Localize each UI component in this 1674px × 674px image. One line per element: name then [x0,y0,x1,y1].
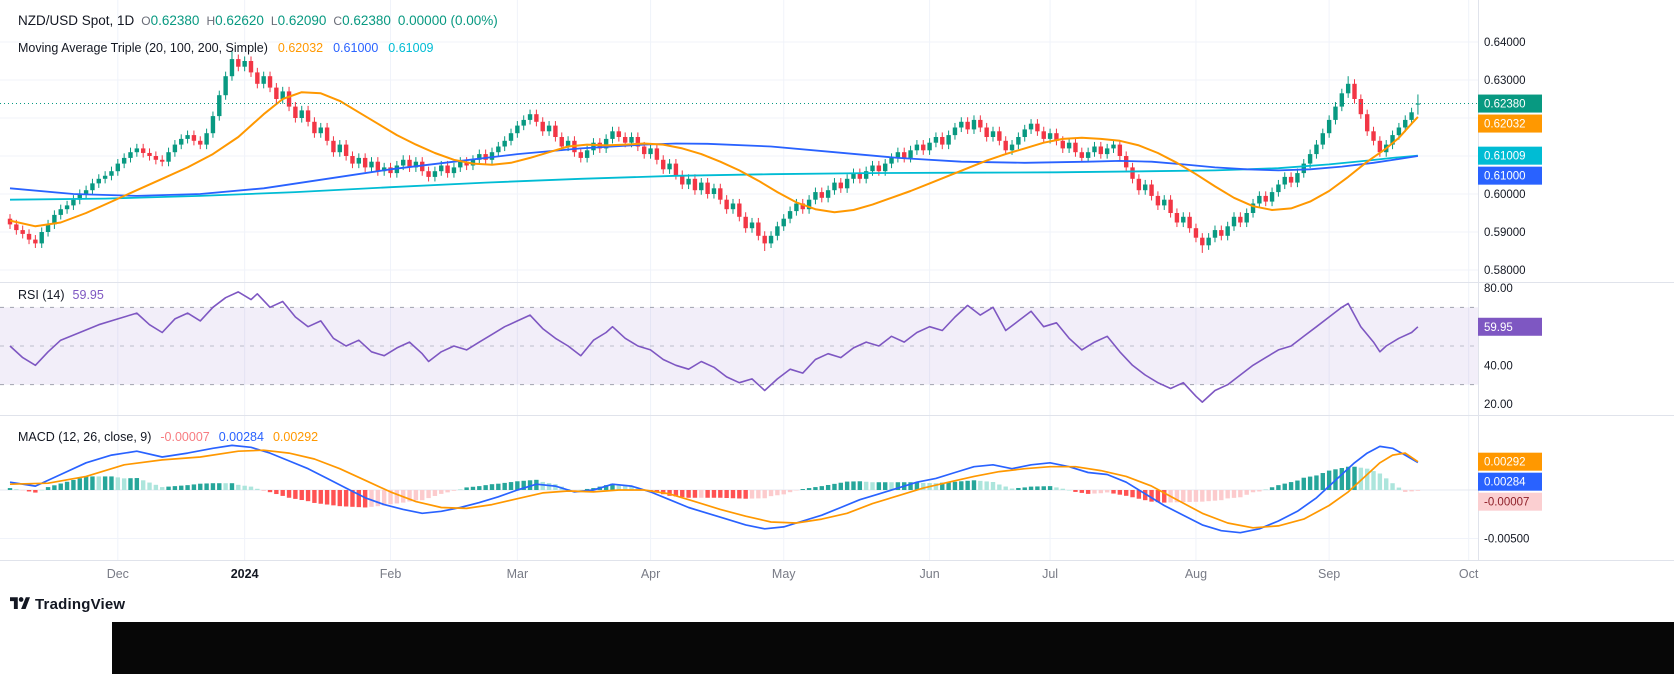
price-axis-label: 0.60000 [1484,189,1526,201]
ohlc-high: H0.62620 [206,13,264,28]
tradingview-logo-icon [10,596,30,613]
price-axis-badge: 0.62032 [1478,114,1542,133]
svg-text:0.61000: 0.61000 [1484,171,1526,183]
time-axis-label: Feb [380,567,402,581]
macd-line-value: 0.00284 [218,430,264,444]
svg-text:0.61009: 0.61009 [1484,151,1526,163]
price-axis-badge: 0.62380 [1478,94,1542,113]
macd-line [9,444,1419,534]
macd-title: MACD (12, 26, close, 9) [18,430,152,444]
ohlc-close: C0.62380 [333,13,391,28]
tradingview-wordmark: TradingView [35,596,126,613]
time-axis-label: Oct [1459,567,1479,581]
time-axis-label: May [772,567,796,581]
macd-hist-value: -0.00007 [160,430,210,444]
svg-text:-0.00007: -0.00007 [1484,497,1529,509]
ma200-value: 0.61009 [388,41,434,55]
rsi-title: RSI (14) [18,288,65,302]
rsi-band [0,306,1478,386]
symbol-legend[interactable]: NZD/USD Spot, 1D O0.62380 H0.62620 L0.62090… [18,13,498,28]
macd-axis-badge: -0.00007 [1478,492,1542,511]
time-axis-label: Jun [920,567,940,581]
time-axis-label: Apr [641,567,660,581]
price-axis-badge: 0.61000 [1478,166,1542,185]
ma20-value: 0.62032 [277,41,324,55]
time-axis-label: Sep [1318,567,1340,581]
ma100-value: 0.61000 [333,41,379,55]
ma100-line [9,142,1419,197]
rsi-axis-label: 20.00 [1484,399,1513,411]
rsi-axis-badge: 59.95 [1478,317,1542,336]
time-axis-label: 2024 [231,567,259,581]
tradingview-logo[interactable]: TradingView [10,596,125,613]
grid-layer [0,0,1478,560]
rsi-legend[interactable]: RSI (14) 59.95 [18,288,104,302]
rsi-pane-surface[interactable] [0,282,1478,415]
time-axis-label: Jul [1042,567,1058,581]
macd-axis-badge: 0.00292 [1478,452,1542,471]
ma20-line [9,91,1419,228]
bottom-dark-strip [112,622,1674,674]
macd-signal-line [9,449,1419,529]
rsi-line [9,291,1419,403]
symbol-title: NZD/USD Spot, 1D [18,13,135,28]
svg-text:59.95: 59.95 [1484,322,1513,334]
time-scale[interactable] [0,560,1674,590]
pane-separators [0,0,1674,561]
ma200-line [9,154,1418,201]
price-axis-label: 0.59000 [1484,227,1526,239]
rsi-value: 59.95 [72,288,104,302]
price-axis-badge: 0.61009 [1478,146,1542,165]
time-axis-label: Aug [1185,567,1207,581]
time-axis-label: Dec [107,567,129,581]
price-axis-label: 0.58000 [1484,265,1526,277]
ohlc-open: O0.62380 [141,13,200,28]
macd-legend[interactable]: MACD (12, 26, close, 9) -0.00007 0.00284 0.… [18,430,318,444]
svg-text:0.00284: 0.00284 [1484,477,1526,489]
change-value: 0.00000 (0.00%) [397,13,498,28]
ma-legend[interactable]: Moving Average Triple (20, 100, 200, Sim… [18,41,433,55]
macd-axis-badge: 0.00284 [1478,472,1542,491]
price-axis-label: 0.63000 [1484,75,1526,87]
macd-signal-value: 0.00292 [272,430,319,444]
macd-axis-label: -0.00500 [1484,534,1529,546]
rsi-scale[interactable] [1478,282,1674,415]
chart-canvas[interactable]: 0.64000 0.63000 0.60000 0.59000 0.58000 80.00… [0,0,1674,590]
rsi-axis-label: 80.00 [1484,283,1513,295]
footer: TradingView [0,590,1674,622]
svg-text:0.62380: 0.62380 [1484,99,1526,111]
ohlc-low: L0.62090 [270,13,327,28]
svg-text:0.62032: 0.62032 [1484,119,1526,131]
price-axis-label: 0.64000 [1484,37,1526,49]
price-scale[interactable] [1478,0,1674,282]
macd-histogram [7,466,1421,508]
macd-scale[interactable] [1478,415,1674,560]
ma-title: Moving Average Triple (20, 100, 200, Sim… [18,41,268,55]
time-axis-label: Mar [507,567,529,581]
rsi-axis-label: 40.00 [1484,360,1513,372]
svg-text:0.00292: 0.00292 [1484,457,1526,469]
